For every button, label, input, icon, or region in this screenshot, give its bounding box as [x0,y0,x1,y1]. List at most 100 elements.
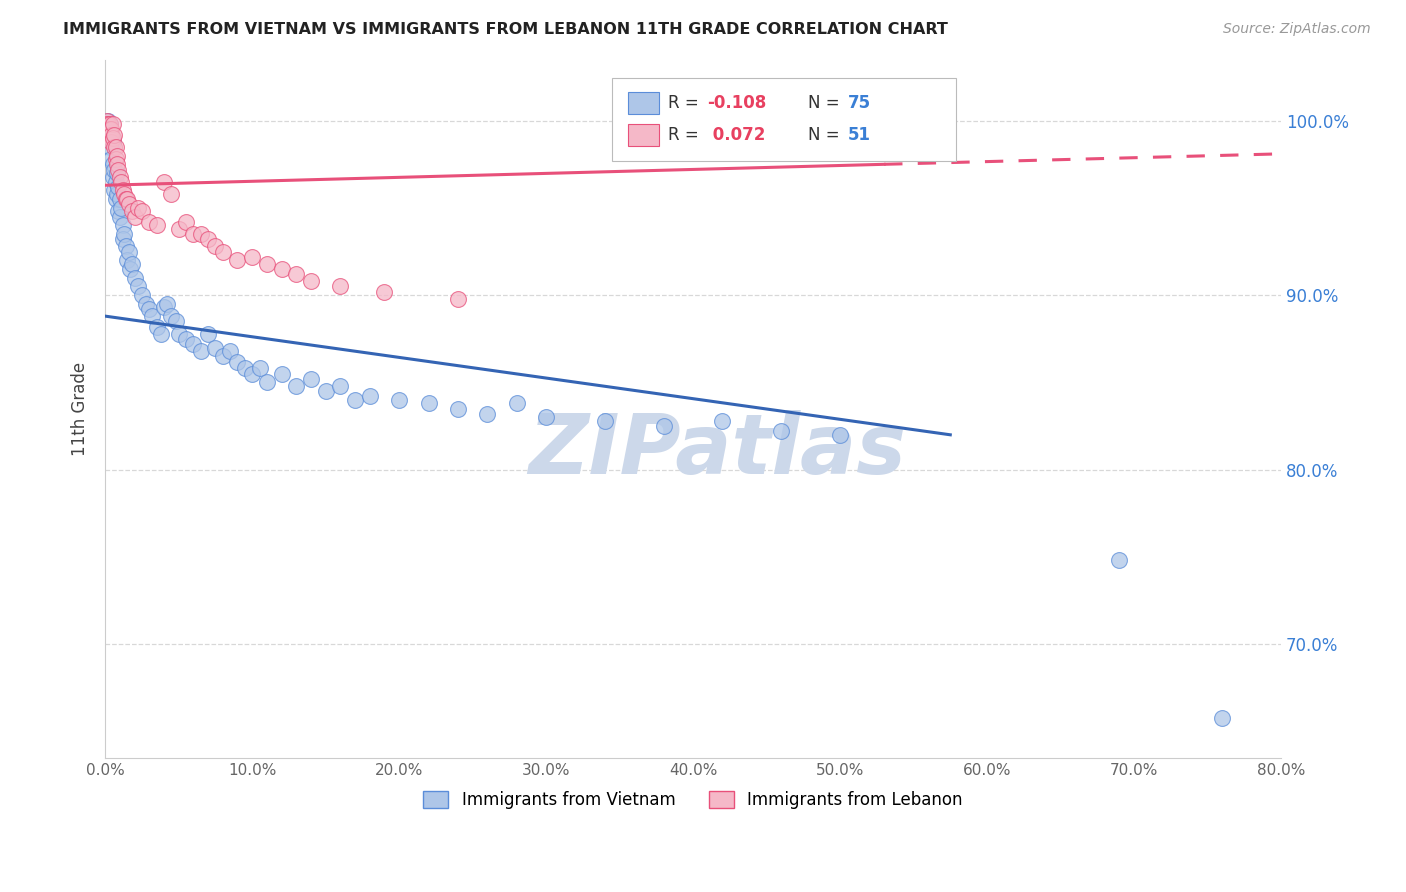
Point [240,250,263,264]
Text: -0.108: -0.108 [707,94,766,112]
Point [120,262,142,277]
Point [160,186,183,201]
Point [110,175,132,189]
Point [145,319,167,334]
Point [197,232,219,246]
Point [108,192,131,206]
Point [100,128,122,142]
Point [534,410,557,425]
Point [165,314,187,328]
Point [101,157,124,171]
Point [138,215,160,229]
Point [98,117,121,131]
Point [124,210,146,224]
Point [131,288,153,302]
Point [153,175,176,189]
Point [167,326,190,341]
Point [108,210,131,224]
Point [96,117,118,131]
Text: N =: N = [808,126,845,144]
Point [97,128,120,142]
Text: 75: 75 [848,94,870,112]
Point [190,227,212,241]
Point [150,326,173,341]
Point [285,267,308,281]
Point [183,337,205,351]
Point [828,427,851,442]
Point [156,297,179,311]
Point [121,257,143,271]
Point [117,253,139,268]
Point [256,257,278,271]
Point [197,326,219,341]
Point [96,131,118,145]
Text: ZIPatlas: ZIPatlas [527,410,905,491]
Point [98,131,121,145]
Point [107,162,129,177]
Point [388,392,411,407]
Text: IMMIGRANTS FROM VIETNAM VS IMMIGRANTS FROM LEBANON 11TH GRADE CORRELATION CHART: IMMIGRANTS FROM VIETNAM VS IMMIGRANTS FR… [63,22,948,37]
Point [98,122,121,136]
Point [211,244,233,259]
Point [101,117,124,131]
Point [127,201,149,215]
Point [1108,553,1130,567]
Point [183,227,205,241]
Point [121,204,143,219]
Point [770,425,793,439]
Point [204,239,226,253]
Point [112,227,135,241]
Point [104,152,127,166]
Point [100,128,122,142]
Point [226,354,249,368]
Point [104,140,127,154]
Y-axis label: 11th Grade: 11th Grade [72,361,89,456]
Point [105,148,128,162]
Point [97,122,120,136]
Point [103,140,125,154]
Point [145,219,167,233]
Point [270,262,292,277]
Point [418,396,440,410]
Point [506,396,529,410]
Point [299,372,322,386]
Point [127,279,149,293]
Point [98,140,121,154]
Text: N =: N = [808,94,845,112]
Point [373,285,395,299]
Point [153,301,176,315]
Point [593,414,616,428]
Point [112,186,135,201]
Point [167,222,190,236]
Text: R =: R = [668,126,704,144]
Point [105,166,128,180]
Point [97,122,120,136]
Point [114,239,136,253]
Point [285,379,308,393]
Point [233,361,256,376]
Point [111,184,134,198]
Point [190,344,212,359]
Point [98,117,121,131]
Point [101,169,124,184]
Point [299,274,322,288]
Point [104,192,127,206]
Point [107,180,129,194]
Text: R =: R = [668,94,704,112]
Point [329,279,352,293]
Point [477,407,499,421]
Point [104,175,127,189]
Point [249,361,271,376]
Point [124,270,146,285]
Point [97,113,120,128]
Point [131,204,153,219]
Point [256,376,278,390]
Point [160,309,183,323]
Point [103,162,125,177]
Point [135,297,157,311]
Point [204,341,226,355]
Point [107,204,129,219]
Point [211,349,233,363]
Point [105,186,128,201]
Point [100,122,122,136]
